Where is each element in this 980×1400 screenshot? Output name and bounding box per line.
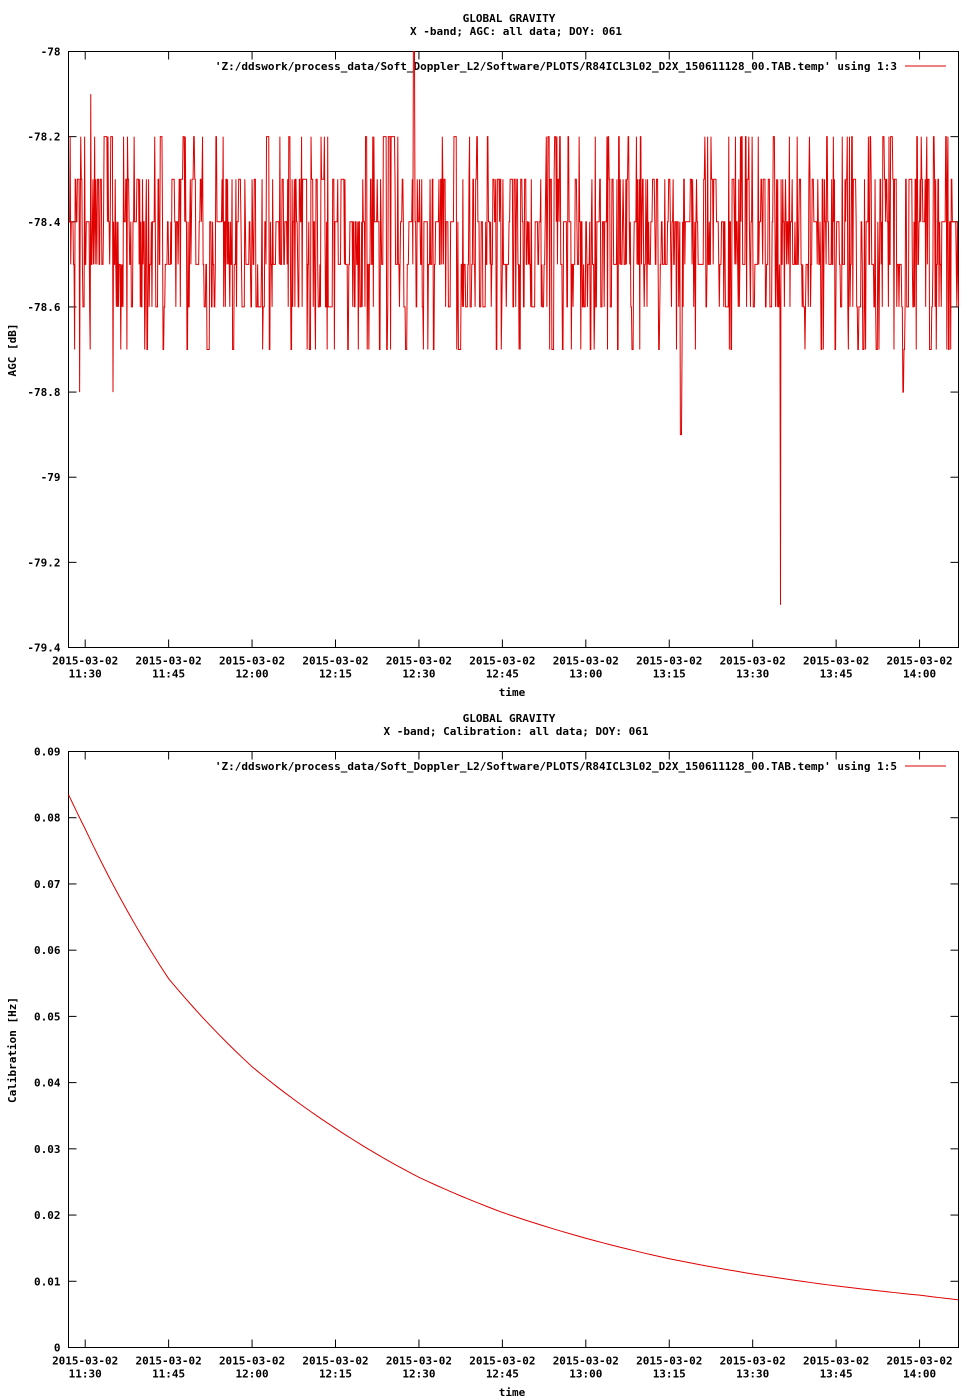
agc-x-tick-date: 2015-03-02 [553,655,619,668]
agc-y-tick-label: -79 [41,471,61,484]
calibration-chart: GLOBAL GRAVITY X -band; Calibration: all… [6,712,959,1399]
agc-x-tick-time: 13:30 [736,668,769,681]
agc-x-tick-time: 11:30 [69,668,102,681]
agc-x-tick-date: 2015-03-02 [386,655,452,668]
agc-x-tick-date: 2015-03-02 [803,655,869,668]
agc-x-tick-time: 12:15 [319,668,352,681]
calibration-x-tick-date: 2015-03-02 [803,1355,869,1368]
calibration-x-tick-date: 2015-03-02 [469,1355,535,1368]
calibration-y-tick-label: 0.05 [34,1010,61,1023]
calibration-x-tick-date: 2015-03-02 [636,1355,702,1368]
agc-x-tick-date: 2015-03-02 [720,655,786,668]
agc-y-tick-label: -78.2 [27,131,60,144]
agc-x-tick-date: 2015-03-02 [636,655,702,668]
calibration-x-tick-time: 12:30 [402,1368,435,1381]
calibration-x-tick-date: 2015-03-02 [886,1355,952,1368]
calibration-x-tick-date: 2015-03-02 [219,1355,285,1368]
calibration-x-tick-time: 13:00 [569,1368,602,1381]
calibration-x-tick-time: 12:45 [486,1368,519,1381]
calibration-y-tick-label: 0.03 [34,1143,61,1156]
agc-x-axis-label: time [499,686,526,699]
calibration-x-tick-time: 13:30 [736,1368,769,1381]
agc-y-tick-label: -78.8 [27,386,60,399]
calibration-chart-title: GLOBAL GRAVITY [463,712,556,725]
calibration-x-tick-date: 2015-03-02 [302,1355,368,1368]
calibration-x-tick-time: 11:30 [69,1368,102,1381]
agc-x-tick-time: 11:45 [152,668,185,681]
calibration-y-tick-label: 0 [54,1342,61,1355]
agc-chart-subtitle: X -band; AGC: all data; DOY: 061 [410,25,622,38]
agc-chart-title: GLOBAL GRAVITY [463,12,556,25]
calibration-plot-frame [68,751,959,1348]
agc-plot-frame [68,51,959,648]
agc-x-ticks: 2015-03-0211:302015-03-0211:452015-03-02… [52,51,953,681]
agc-series-line [68,51,959,605]
calibration-y-tick-label: 0.04 [34,1077,61,1090]
calibration-y-tick-label: 0.08 [34,812,61,825]
agc-x-tick-time: 12:45 [486,668,519,681]
agc-y-tick-label: -79.4 [27,642,60,655]
agc-x-tick-date: 2015-03-02 [52,655,118,668]
agc-x-tick-time: 13:45 [820,668,853,681]
calibration-x-tick-time: 13:45 [820,1368,853,1381]
calibration-y-tick-label: 0.06 [34,944,61,957]
calibration-legend-label: 'Z:/ddswork/process_data/Soft_Doppler_L2… [215,760,897,773]
agc-y-tick-label: -78.6 [27,301,60,314]
calibration-x-tick-time: 11:45 [152,1368,185,1381]
calibration-y-tick-label: 0.07 [34,878,61,891]
calibration-y-ticks: 0.09 0.08 0.07 0.06 0.05 0.04 0.03 0.02 0.01 0 [34,746,959,1355]
agc-x-tick-date: 2015-03-02 [886,655,952,668]
agc-y-axis-label: AGC [dB] [6,324,19,377]
calibration-x-tick-time: 14:00 [903,1368,936,1381]
calibration-x-axis-label: time [499,1386,526,1399]
agc-x-tick-time: 13:15 [653,668,686,681]
calibration-x-tick-date: 2015-03-02 [52,1355,118,1368]
calibration-x-tick-time: 13:15 [653,1368,686,1381]
calibration-y-tick-label: 0.02 [34,1209,61,1222]
agc-x-tick-time: 12:00 [236,668,269,681]
calibration-x-tick-date: 2015-03-02 [720,1355,786,1368]
calibration-series-line [68,794,959,1301]
agc-y-tick-label: -78 [41,46,61,59]
calibration-x-tick-time: 12:00 [236,1368,269,1381]
calibration-chart-subtitle: X -band; Calibration: all data; DOY: 061 [384,725,649,738]
calibration-x-tick-time: 12:15 [319,1368,352,1381]
calibration-y-axis-label: Calibration [Hz] [6,997,19,1103]
agc-y-tick-label: -79.2 [27,556,60,569]
calibration-x-tick-date: 2015-03-02 [136,1355,202,1368]
agc-x-tick-date: 2015-03-02 [469,655,535,668]
calibration-y-tick-label: 0.01 [34,1275,61,1288]
calibration-y-tick-label: 0.09 [34,746,61,759]
calibration-x-ticks: 2015-03-0211:302015-03-0211:452015-03-02… [52,751,953,1381]
agc-x-tick-time: 12:30 [402,668,435,681]
agc-y-tick-label: -78.4 [27,216,60,229]
agc-legend-label: 'Z:/ddswork/process_data/Soft_Doppler_L2… [215,60,897,73]
agc-x-tick-time: 13:00 [569,668,602,681]
calibration-x-tick-date: 2015-03-02 [553,1355,619,1368]
agc-y-ticks: -78 -78.2 -78.4 -78.6 -78.8 -79 -79.2 -79.4 [27,46,959,655]
agc-x-tick-date: 2015-03-02 [219,655,285,668]
agc-x-tick-date: 2015-03-02 [136,655,202,668]
agc-x-tick-date: 2015-03-02 [302,655,368,668]
agc-chart: GLOBAL GRAVITY X -band; AGC: all data; D… [6,12,959,699]
calibration-x-tick-date: 2015-03-02 [386,1355,452,1368]
agc-x-tick-time: 14:00 [903,668,936,681]
